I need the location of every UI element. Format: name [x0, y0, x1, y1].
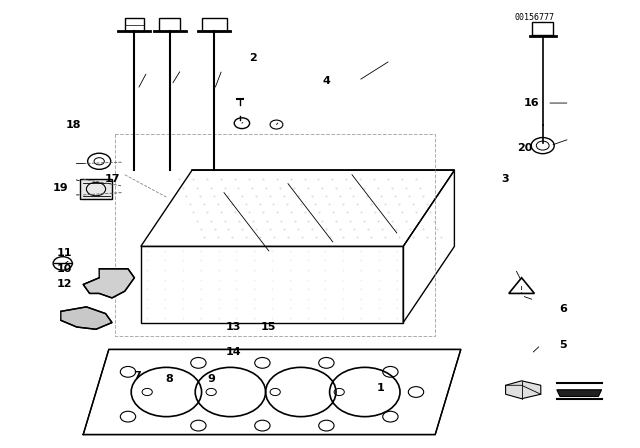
Text: 13: 13	[226, 322, 241, 332]
Text: 9: 9	[207, 374, 215, 383]
Text: 1: 1	[377, 383, 385, 392]
Text: !: !	[520, 286, 524, 295]
Text: 7: 7	[134, 371, 141, 381]
Text: 18: 18	[66, 121, 81, 130]
Text: 6: 6	[559, 304, 567, 314]
Text: 17: 17	[104, 174, 120, 184]
Bar	[532, 22, 553, 35]
Text: 2: 2	[249, 53, 257, 63]
Text: 8: 8	[166, 374, 173, 383]
Polygon shape	[83, 269, 134, 298]
Text: 00156777: 00156777	[515, 13, 554, 22]
Bar	[125, 18, 144, 31]
Text: 16: 16	[524, 98, 539, 108]
Text: 3: 3	[502, 174, 509, 184]
Text: 12: 12	[56, 280, 72, 289]
Text: 20: 20	[517, 143, 532, 153]
Bar	[159, 18, 180, 31]
Polygon shape	[83, 349, 461, 435]
Text: 14: 14	[226, 347, 241, 357]
Text: 19: 19	[53, 183, 68, 193]
Text: 10: 10	[56, 264, 72, 274]
Polygon shape	[557, 390, 602, 396]
Polygon shape	[80, 179, 112, 199]
Text: 11: 11	[56, 248, 72, 258]
Text: 15: 15	[261, 322, 276, 332]
Text: 4: 4	[323, 76, 330, 86]
Bar	[202, 18, 227, 31]
Polygon shape	[506, 381, 541, 399]
Text: 5: 5	[559, 340, 567, 350]
Polygon shape	[61, 307, 112, 329]
